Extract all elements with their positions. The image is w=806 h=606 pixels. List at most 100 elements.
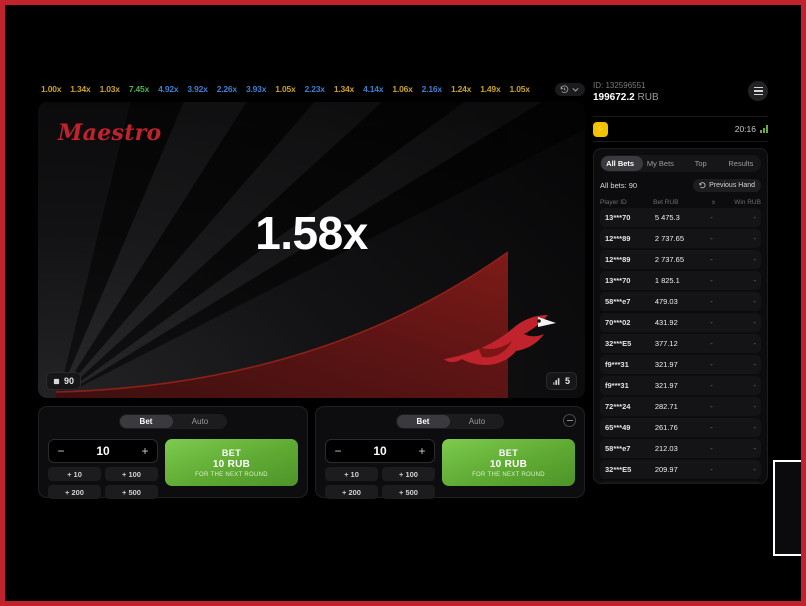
history-multiplier[interactable]: 1.49x — [480, 84, 501, 94]
place-bet-button[interactable]: BET 10 RUB FOR THE NEXT ROUND — [165, 439, 298, 486]
stake-increase-button[interactable]: + — [141, 444, 149, 458]
previous-hand-button[interactable]: Previous Hand — [693, 179, 761, 192]
column-player-id: Player ID — [600, 199, 627, 206]
quick-add-button[interactable]: + 100 — [105, 467, 158, 481]
quick-add-button[interactable]: + 500 — [105, 485, 158, 499]
tab-top[interactable]: Top — [694, 159, 707, 168]
bets-table-body[interactable]: 13***70 5 475.3- -12***89 2 737.65- -12***89… — [600, 208, 761, 483]
cell-player-id: 12***89 — [605, 234, 631, 243]
mode-bet-tab[interactable]: Bet — [416, 417, 430, 426]
place-bet-button[interactable]: BET 10 RUB FOR THE NEXT ROUND — [442, 439, 575, 486]
cell-win: - — [753, 255, 756, 264]
cell-win: - — [753, 360, 756, 369]
table-row[interactable]: 65***49 261.76 - - — [600, 418, 761, 437]
history-multiplier[interactable]: 2.23x — [304, 84, 325, 94]
history-multiplier[interactable]: 1.06x — [392, 84, 413, 94]
history-multiplier[interactable]: 4.92x — [158, 84, 179, 94]
quick-add-button[interactable]: + 100 — [382, 467, 435, 481]
status-right-group: 20:16 — [735, 124, 768, 134]
balance-amount: 199672.2 — [593, 92, 635, 103]
multiplier-history-strip[interactable]: 1.00x 1.34x 1.03x 7.45x 4.92x 3.92x 2.26x 3.93x… — [38, 78, 585, 100]
stake-column: − 10 + + 10 + 100 + 200 + 500 — [325, 439, 435, 499]
history-multiplier[interactable]: 7.45x — [128, 84, 150, 94]
multiplier-curve — [55, 251, 509, 398]
cell-win: - — [753, 381, 756, 390]
hamburger-menu-icon[interactable] — [748, 81, 768, 101]
table-row[interactable]: 13***70 1 825.1 - - — [600, 271, 761, 290]
cell-multiplier: - — [710, 213, 713, 222]
table-row[interactable]: 32***E5 209.97 - - — [600, 460, 761, 479]
stake-decrease-button[interactable]: − — [57, 444, 65, 458]
side-panel: ID: 132596551 199672.2 RUB ⚡ 20:16 — [593, 78, 768, 498]
quick-add-button[interactable]: + 200 — [48, 485, 101, 499]
stake-value[interactable]: 10 — [373, 444, 387, 458]
cell-bet: 321.97 — [654, 381, 678, 390]
bets-table-header: Player ID Bet RUB x Win RUB — [600, 199, 761, 206]
table-row[interactable]: 70***02 431.92 - - — [600, 313, 761, 332]
cell-multiplier: - — [710, 423, 713, 432]
bet-panels-container: Bet Auto − 10 + + 10 + 100 + 200 + 500 BET 10 RUB F… — [38, 406, 585, 499]
quick-add-button[interactable]: + 200 — [325, 485, 378, 499]
history-multiplier[interactable]: 1.05x — [275, 84, 296, 94]
bet-mode-toggle[interactable]: Bet Auto — [119, 414, 227, 429]
history-multiplier[interactable]: 1.34x — [333, 84, 355, 94]
lightning-bolt-icon[interactable]: ⚡ — [593, 121, 608, 137]
quick-add-button[interactable]: + 500 — [382, 485, 435, 499]
history-multiplier[interactable]: 1.00x — [41, 84, 62, 94]
history-multiplier[interactable]: 2.26x — [216, 84, 237, 94]
bets-meta: All bets: 90 Previous Hand — [600, 179, 761, 192]
cell-player-id: 13***70 — [605, 213, 631, 222]
mode-auto-tab[interactable]: Auto — [191, 417, 209, 426]
account-info: ID: 132596551 199672.2 RUB — [593, 81, 659, 103]
remove-panel-button[interactable] — [563, 414, 576, 427]
tab-my-bets[interactable]: My Bets — [646, 159, 674, 168]
bets-tabs[interactable]: All Bets My Bets Top Results — [600, 155, 761, 172]
stake-increase-button[interactable]: + — [418, 444, 426, 458]
cell-bet: 261.76 — [654, 423, 678, 432]
table-row[interactable]: f9***31 321.97 - - — [600, 376, 761, 395]
place-bet-amount: 10 RUB — [212, 458, 251, 470]
history-multiplier[interactable]: 2.16x — [421, 84, 442, 94]
quick-add-button[interactable]: + 10 — [48, 467, 101, 481]
table-row[interactable]: 72***24 282.71 - - — [600, 397, 761, 416]
place-bet-title: BET — [221, 447, 242, 458]
history-multiplier[interactable]: 4.14x — [363, 84, 384, 94]
signal-badge: 5 — [545, 372, 577, 390]
history-multiplier[interactable]: 1.34x — [70, 84, 91, 94]
history-multiplier[interactable]: 1.24x — [450, 84, 472, 94]
cell-player-id: 58***e7 — [605, 444, 631, 453]
quick-add-button[interactable]: + 10 — [325, 467, 378, 481]
cell-win: - — [753, 213, 756, 222]
mode-auto-tab[interactable]: Auto — [468, 417, 486, 426]
table-row[interactable]: 12***89 2 737.65 - - — [600, 250, 761, 269]
stake-stepper[interactable]: − 10 + — [48, 439, 158, 463]
stake-decrease-button[interactable]: − — [334, 444, 342, 458]
cell-player-id: 12***89 — [605, 255, 631, 264]
table-row[interactable]: 32***E5 377.12 - - — [600, 334, 761, 353]
table-row[interactable]: 12***89 2 737.65 - - — [600, 229, 761, 248]
table-row[interactable]: f9***31 321.97 - - — [600, 355, 761, 374]
mode-active-pill — [397, 415, 450, 428]
table-row[interactable]: 58***e7 479.03 - - — [600, 292, 761, 311]
tab-results[interactable]: Results — [728, 159, 754, 168]
history-multiplier[interactable]: 3.93x — [245, 84, 267, 94]
cell-multiplier: - — [710, 465, 713, 474]
history-toggle-button[interactable] — [555, 82, 585, 96]
bet-mode-toggle[interactable]: Bet Auto — [396, 414, 504, 429]
stake-value[interactable]: 10 — [96, 444, 110, 458]
account-bar: ID: 132596551 199672.2 RUB — [593, 78, 768, 116]
mode-bet-tab[interactable]: Bet — [139, 417, 153, 426]
history-multiplier[interactable]: 1.03x — [99, 84, 120, 94]
cell-player-id: 58***e7 — [605, 297, 631, 306]
table-row[interactable]: 13***70 5 475.3 - - — [600, 208, 761, 227]
history-multiplier[interactable]: 3.92x — [187, 84, 208, 94]
table-row[interactable]: 69***54187.98-- — [600, 481, 761, 483]
cell-multiplier: - — [710, 444, 713, 453]
table-row[interactable]: 58***e7 212.03 - - — [600, 439, 761, 458]
history-multiplier[interactable]: 1.05x — [509, 84, 530, 94]
stake-column: − 10 + + 10 + 100 + 200 + 500 — [48, 439, 158, 499]
tab-all-bets[interactable]: All Bets — [606, 159, 635, 168]
cell-player-id: f9***31 — [605, 360, 629, 369]
stake-stepper[interactable]: − 10 + — [325, 439, 435, 463]
cell-bet: 479.03 — [654, 297, 678, 306]
